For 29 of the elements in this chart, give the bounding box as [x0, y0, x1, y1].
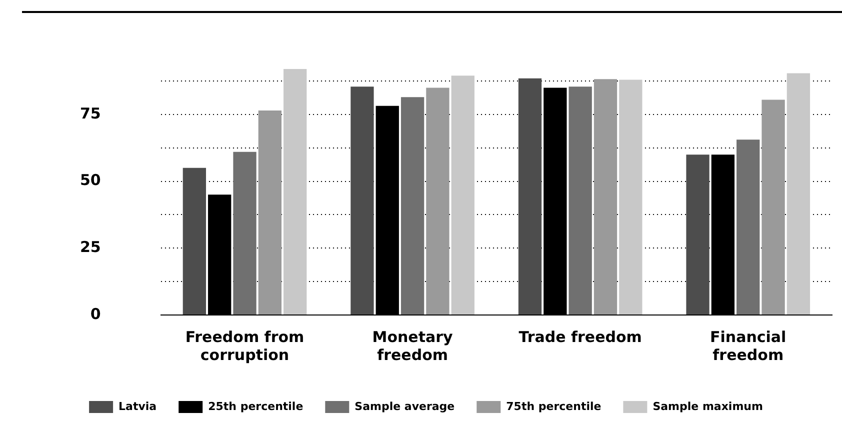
bar — [258, 110, 282, 314]
bar — [686, 154, 710, 314]
bar — [426, 88, 450, 314]
bar — [451, 76, 474, 314]
bar — [350, 86, 374, 314]
x-tick-label: Monetary freedom — [372, 328, 454, 364]
legend-label: Sample maximum — [652, 400, 763, 413]
bar — [400, 97, 424, 314]
y-tick-label: 25 — [80, 238, 101, 256]
legend-label: 25th percentile — [208, 400, 304, 413]
bar — [182, 168, 206, 314]
y-tick-label: 50 — [80, 171, 101, 190]
legend-label: Sample average — [354, 400, 455, 413]
bar — [568, 86, 592, 314]
x-tick-label: Freedom from corruption — [185, 328, 304, 364]
legend-label: Latvia — [118, 400, 157, 413]
bar — [233, 152, 256, 314]
x-tick-label: Trade freedom — [518, 328, 642, 346]
legend-label: 75th percentile — [506, 400, 602, 413]
bar — [762, 100, 785, 314]
bar — [594, 79, 618, 314]
bar — [619, 80, 642, 314]
x-tick-label: Financial freedom — [710, 328, 786, 364]
y-tick-label: 0 — [90, 304, 101, 323]
bar — [786, 73, 810, 314]
bar — [518, 78, 542, 314]
bar — [284, 69, 307, 314]
y-tick-label: 75 — [80, 104, 101, 122]
bar — [736, 140, 760, 314]
